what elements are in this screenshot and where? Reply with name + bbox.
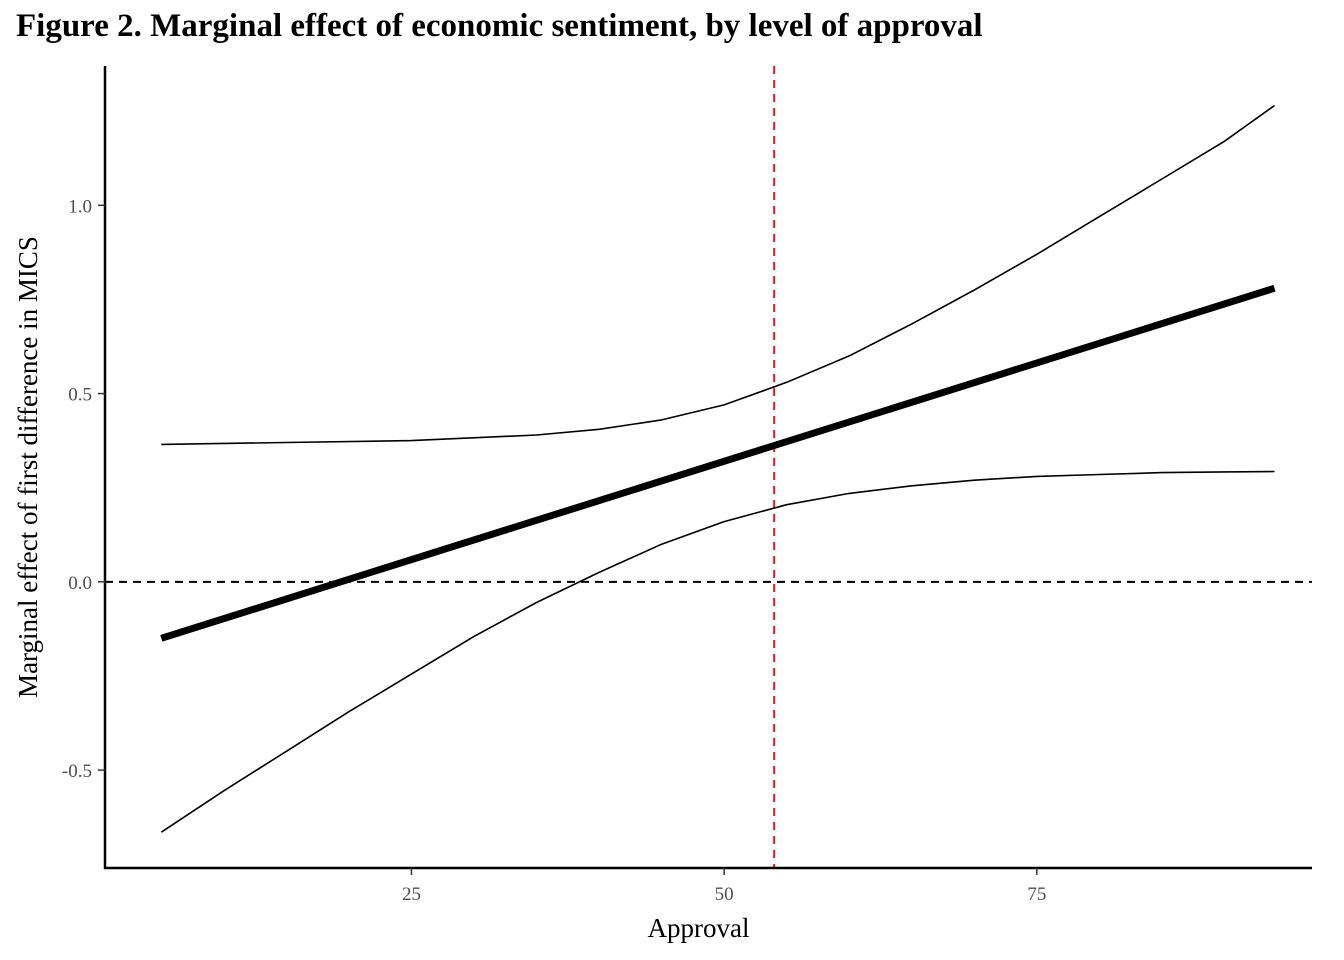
x-tick-label: 25 — [402, 884, 421, 905]
y-tick-label: -0.5 — [62, 761, 92, 782]
tick-labels: 25 50 75 -0.5 0.0 0.5 1.0 — [62, 196, 1046, 905]
x-axis-title: Approval — [648, 913, 750, 943]
x-tick-label: 50 — [715, 884, 734, 905]
x-tick-label: 75 — [1027, 884, 1046, 905]
y-axis-title: Marginal effect of first difference in M… — [13, 236, 43, 698]
axes — [98, 66, 1312, 875]
upper-bound-line — [161, 104, 1275, 446]
y-tick-label: 0.0 — [68, 573, 92, 594]
estimate-line — [160, 284, 1276, 642]
lower-bound-line — [160, 470, 1275, 833]
y-tick-label: 1.0 — [68, 196, 92, 217]
figure-title: Figure 2. Marginal effect of economic se… — [16, 8, 983, 44]
y-tick-label: 0.5 — [68, 385, 92, 406]
plot-lines — [105, 66, 1312, 868]
